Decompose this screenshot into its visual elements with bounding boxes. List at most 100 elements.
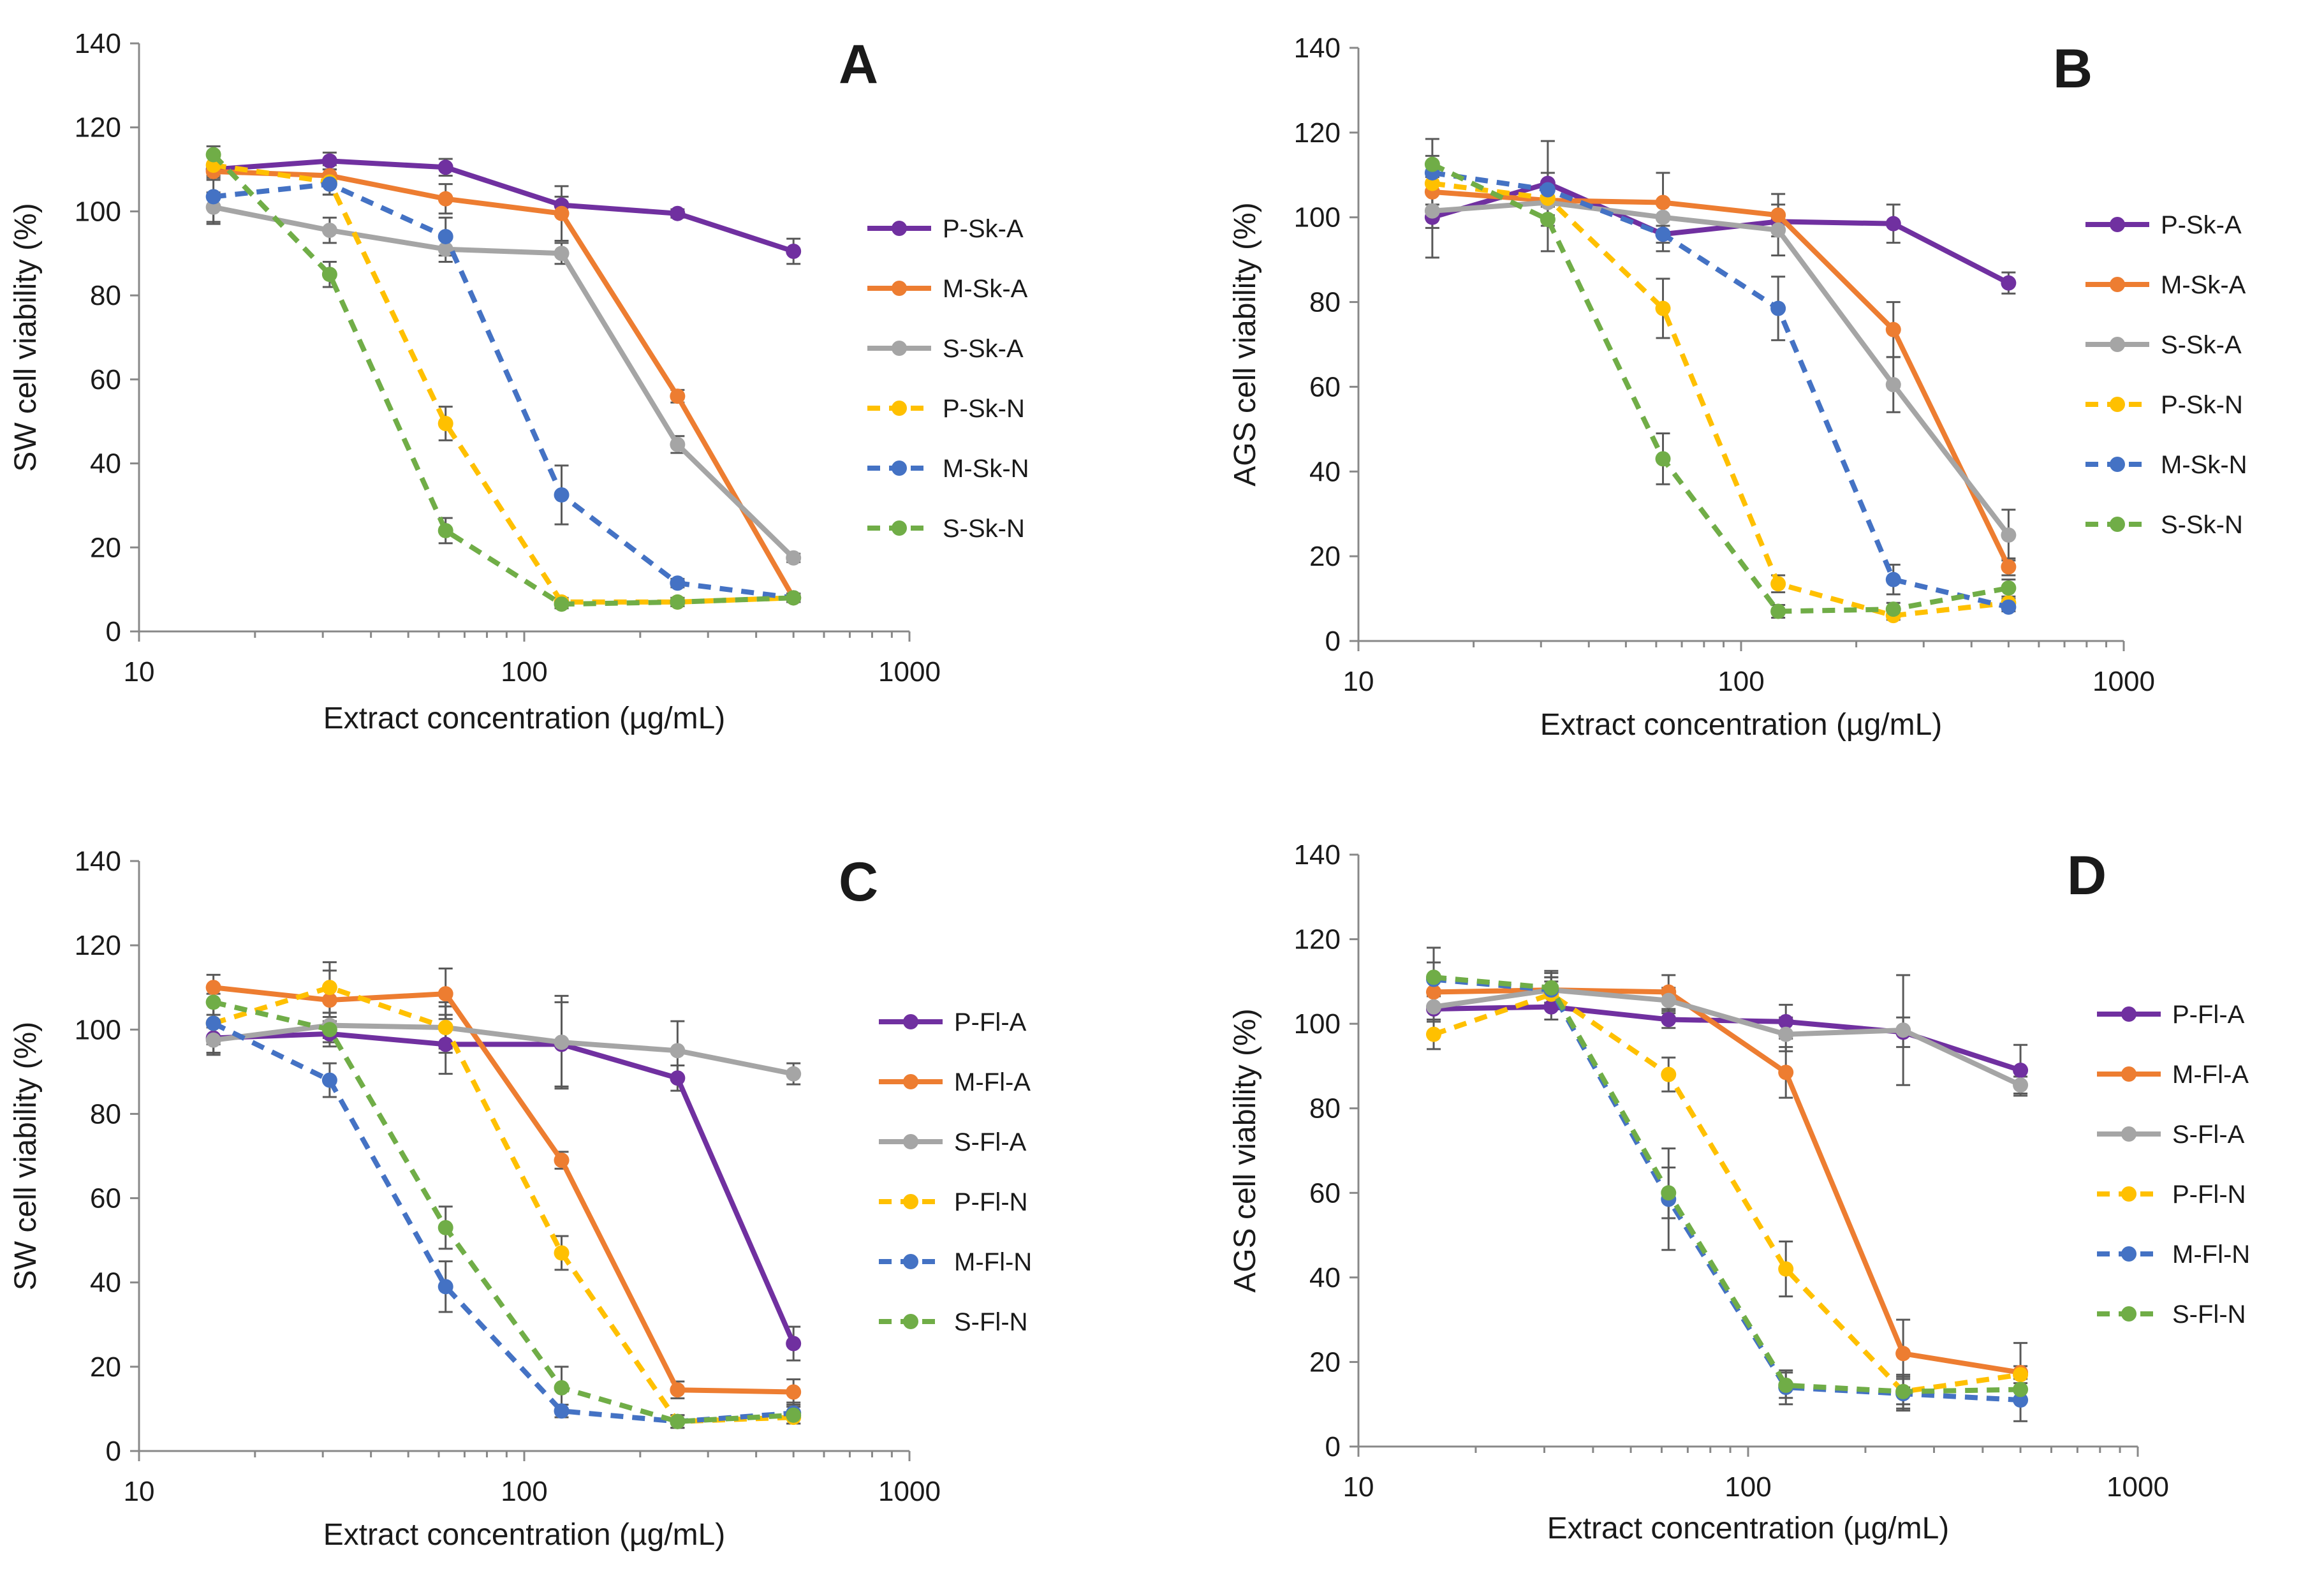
data-point-m-fl-a [1778, 1064, 1794, 1080]
data-point-s-sk-n [670, 594, 686, 610]
data-point-p-fl-a [786, 1336, 802, 1352]
series-line-s-fl-a [210, 1022, 797, 1077]
data-point-p-fl-a [2013, 1063, 2029, 1079]
legend-swatch-marker [2110, 217, 2125, 232]
legend-label: S-Sk-A [2161, 331, 2242, 359]
legend-swatch-marker [903, 1014, 918, 1029]
data-point-m-sk-n [2001, 599, 2017, 615]
data-point-s-fl-n [321, 1022, 337, 1038]
data-point-p-sk-n [1655, 300, 1671, 316]
data-point-p-sk-a [786, 243, 802, 259]
data-point-s-fl-n [1895, 1383, 1911, 1399]
data-point-m-sk-n [205, 189, 221, 205]
legend-swatch-marker [2110, 517, 2125, 532]
legend-swatch-marker [903, 1254, 918, 1269]
data-point-s-sk-a [1424, 203, 1440, 219]
data-point-m-sk-n [554, 487, 570, 503]
data-point-p-fl-n [1661, 1066, 1677, 1082]
y-axis-title: SW cell viability (%) [9, 203, 43, 471]
series-line-p-fl-n [212, 985, 794, 1424]
data-point-m-sk-n [1655, 226, 1671, 242]
data-point-m-sk-n [321, 176, 337, 192]
data-point-s-sk-a [1655, 209, 1671, 225]
x-tick-label: 100 [501, 656, 547, 688]
legend-swatch-marker [2121, 1306, 2136, 1322]
legend-label: P-Fl-A [2172, 1001, 2245, 1029]
series-line-m-sk-n [213, 181, 794, 601]
y-tick-label: 0 [106, 616, 121, 647]
data-point-s-fl-a [554, 1035, 570, 1050]
data-point-s-fl-n [2013, 1381, 2029, 1397]
y-tick-label: 40 [90, 1267, 121, 1299]
legend-label: M-Fl-A [954, 1068, 1031, 1096]
series-line-s-sk-n [211, 152, 794, 607]
data-point-p-sk-a [438, 159, 453, 175]
data-point-s-sk-n [205, 147, 221, 163]
data-point-s-fl-n [1425, 969, 1441, 985]
y-tick-label: 140 [75, 28, 121, 59]
legend-swatch-marker [892, 520, 907, 536]
y-tick-label: 120 [1294, 924, 1341, 955]
data-point-s-fl-a [1425, 999, 1441, 1015]
legend-label: P-Fl-N [954, 1188, 1028, 1216]
x-tick-label: 1000 [878, 656, 941, 688]
data-point-s-fl-a [1661, 992, 1677, 1008]
legend-label: P-Sk-N [943, 395, 1025, 423]
data-point-s-fl-a [205, 1032, 221, 1048]
legend: P-Sk-A M-Sk-A S-Sk-A P-Sk-N M-Sk-N S-Sk-N [867, 215, 1029, 543]
data-point-s-sk-n [1655, 451, 1671, 467]
series-line-m-fl-a [210, 985, 797, 1395]
y-tick-label: 120 [1294, 117, 1341, 149]
x-tick-label: 10 [1343, 1471, 1374, 1503]
legend-swatch-marker [2110, 277, 2125, 292]
data-point-s-sk-a [321, 223, 337, 239]
legend-swatch-marker [2121, 1006, 2136, 1022]
legend-swatch-marker [892, 281, 907, 296]
data-point-m-fl-a [1425, 984, 1441, 1000]
data-point-p-fl-n [1425, 1026, 1441, 1042]
legend-swatch-marker [2121, 1066, 2136, 1082]
legend-swatch-marker [903, 1074, 918, 1089]
y-tick-label: 40 [1309, 456, 1341, 487]
x-tick-label: 10 [124, 656, 155, 688]
y-tick-label: 100 [75, 196, 121, 227]
y-tick-label: 140 [1294, 839, 1341, 871]
y-tick-label: 80 [90, 280, 121, 311]
data-point-s-fl-n [438, 1219, 453, 1235]
data-point-m-sk-a [1885, 321, 1901, 337]
legend-label: P-Fl-N [2172, 1181, 2246, 1209]
legend: P-Fl-A M-Fl-A S-Fl-A P-Fl-N M-Fl-N S-Fl-N [2097, 1001, 2250, 1329]
data-point-s-sk-n [2001, 580, 2017, 596]
data-point-m-sk-a [2001, 559, 2017, 575]
data-point-p-fl-n [438, 1019, 453, 1035]
data-point-m-sk-a [1770, 207, 1786, 223]
legend-label: S-Sk-A [943, 335, 1024, 363]
data-point-m-fl-a [438, 986, 453, 1002]
data-point-m-fl-n [321, 1072, 337, 1088]
series-line-s-fl-a [1430, 987, 2024, 1088]
legend-label: P-Sk-N [2161, 391, 2243, 419]
y-tick-label: 20 [90, 532, 121, 563]
legend-label: M-Fl-A [2172, 1061, 2249, 1089]
data-point-s-fl-a [1895, 1022, 1911, 1038]
x-tick-label: 100 [1725, 1471, 1771, 1503]
data-point-m-sk-n [438, 228, 453, 244]
data-point-m-sk-a [670, 388, 686, 404]
panel-b: 0 20 40 60 80 100 120 140 10 100 1000 Extract conce… [1228, 33, 2247, 742]
data-point-m-sk-n [1770, 300, 1786, 316]
y-tick-label: 80 [1309, 287, 1341, 318]
data-point-s-fl-a [670, 1043, 686, 1059]
legend-label: S-Sk-N [2161, 511, 2243, 539]
panel-letter: A [839, 34, 878, 95]
legend-label: S-Fl-A [954, 1128, 1027, 1156]
x-tick-label: 100 [1717, 666, 1764, 697]
legend-swatch-marker [2121, 1126, 2136, 1142]
data-point-s-fl-n [554, 1380, 570, 1396]
x-tick-label: 1000 [2092, 666, 2155, 697]
y-tick-label: 80 [1309, 1093, 1341, 1124]
legend-label: M-Sk-A [2161, 271, 2246, 299]
y-axis-title: SW cell viability (%) [9, 1022, 43, 1290]
series-line-p-fl-n [1432, 991, 2021, 1394]
data-point-s-sk-a [554, 246, 570, 262]
legend-swatch-marker [892, 341, 907, 356]
